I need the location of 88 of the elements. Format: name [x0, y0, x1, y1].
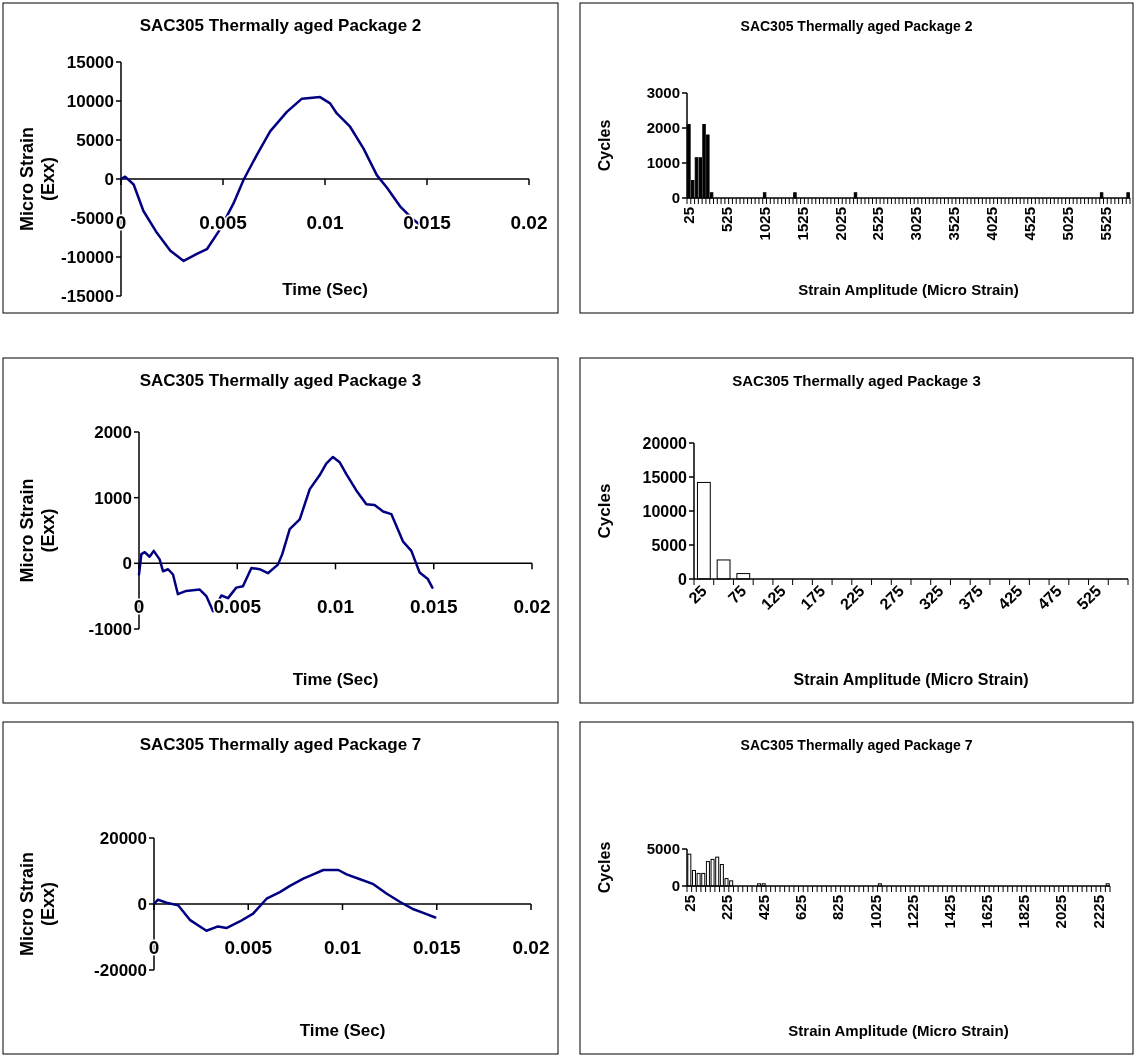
y-tick-label: 0: [104, 169, 114, 189]
y-tick-label: 15000: [642, 468, 688, 486]
y-tick-label: -15000: [61, 286, 114, 306]
y-tick-label: 2000: [646, 119, 680, 137]
x-tick-label: 425: [994, 581, 1026, 613]
x-tick-label: 1825: [1015, 895, 1033, 929]
y-tick-label: 0: [671, 877, 680, 895]
x-tick-label: 0.005: [224, 937, 273, 958]
x-tick-label: 1525: [793, 207, 811, 241]
x-tick-label: 0.015: [412, 937, 461, 958]
x-tick-label: 825: [829, 895, 847, 921]
y-tick-label: 10000: [66, 91, 114, 111]
x-tick-label: 125: [757, 581, 789, 613]
x-tick-label: 5525: [1096, 207, 1114, 241]
x-axis-title: Time (Sec): [292, 670, 379, 689]
x-tick-label: 225: [717, 895, 735, 921]
x-axis-title: Strain Amplitude (Micro Strain): [793, 671, 1029, 688]
y-axis-title: Micro Strain (Exx): [17, 126, 59, 232]
x-tick-label: 2025: [1052, 895, 1070, 929]
x-tick-label: 325: [915, 581, 947, 613]
x-tick-label: 25: [680, 207, 698, 224]
x-tick-label: 1225: [903, 895, 921, 929]
x-tick-label: 1625: [978, 895, 996, 929]
y-tick-label: 5000: [76, 130, 114, 150]
y-tick-label: 0: [671, 189, 680, 207]
y-tick-label: 0: [678, 570, 688, 588]
x-tick-label: 2525: [869, 207, 887, 241]
x-tick-label: 0.015: [409, 596, 458, 618]
chart-title: SAC305 Thermally aged Package 7: [139, 735, 422, 754]
x-tick-label: 225: [836, 581, 868, 613]
x-tick-label: 625: [792, 895, 810, 921]
x-tick-label: 1025: [755, 207, 773, 241]
x-tick-label: 75: [724, 581, 750, 607]
x-tick-label: 1425: [940, 895, 958, 929]
x-tick-label: 0.02: [513, 596, 551, 618]
x-tick-label: 25: [685, 581, 711, 607]
y-tick-label: 20000: [99, 828, 147, 848]
x-tick-label: 0.01: [324, 937, 362, 958]
y-axis-title: Cycles: [595, 841, 613, 894]
y-tick-label: -10000: [61, 247, 114, 267]
x-tick-label: 275: [876, 581, 908, 613]
chart-title: SAC305 Thermally aged Package 2: [740, 18, 973, 34]
y-axis-title: Cycles: [594, 483, 614, 539]
y-tick-label: 15000: [66, 52, 114, 72]
y-tick-label: 5000: [651, 536, 688, 554]
y-tick-label: 1000: [94, 488, 132, 508]
x-tick-label: 1025: [866, 895, 884, 929]
x-tick-label: 0.02: [512, 937, 550, 958]
x-tick-label: 375: [955, 581, 987, 613]
x-tick-label: 25: [680, 895, 698, 912]
x-axis-title: Time (Sec): [299, 1021, 386, 1040]
x-tick-label: 5025: [1058, 207, 1076, 241]
x-tick-label: 525: [1073, 581, 1105, 613]
y-tick-label: -5000: [70, 208, 114, 228]
chart-title: SAC305 Thermally aged Package 3: [139, 371, 422, 390]
x-tick-label: 4525: [1020, 207, 1038, 241]
x-tick-label: 525: [718, 207, 736, 233]
x-tick-label: 175: [797, 581, 829, 613]
chart-title: SAC305 Thermally aged Package 7: [740, 737, 973, 753]
x-tick-label: 0.01: [317, 596, 355, 618]
x-tick-label: 0.02: [510, 212, 548, 233]
y-tick-label: 3000: [646, 84, 680, 102]
y-axis-title: Micro Strain (Exx): [17, 851, 59, 957]
x-axis-title: Time (Sec): [282, 280, 368, 299]
x-axis-title: Strain Amplitude (Micro Strain): [788, 1022, 1009, 1039]
y-tick-label: 5000: [646, 840, 680, 858]
x-tick-label: 3525: [945, 207, 963, 241]
x-tick-label: 475: [1034, 581, 1066, 613]
chart-title: SAC305 Thermally aged Package 2: [139, 16, 422, 35]
y-tick-label: -20000: [94, 960, 147, 980]
y-tick-label: 10000: [642, 502, 688, 520]
line-series: [152, 868, 437, 932]
x-tick-label: 0.01: [306, 212, 344, 233]
x-tick-label: 3025: [907, 207, 925, 241]
y-tick-label: 20000: [642, 434, 688, 452]
x-tick-label: 0.005: [213, 596, 262, 618]
x-tick-label: 2225: [1089, 895, 1107, 929]
y-tick-label: -1000: [88, 619, 132, 639]
x-axis-title: Strain Amplitude (Micro Strain): [798, 281, 1019, 298]
y-tick-label: 2000: [94, 422, 132, 442]
y-axis-title: Cycles: [595, 119, 613, 172]
y-tick-label: 0: [122, 554, 132, 574]
x-tick-label: 425: [754, 895, 772, 921]
y-axis-title: Micro Strain (Exx): [17, 478, 59, 583]
x-tick-label: 4025: [983, 207, 1001, 241]
y-tick-label: 1000: [646, 154, 680, 172]
chart-title: SAC305 Thermally aged Package 3: [732, 372, 981, 389]
x-tick-label: 2025: [831, 207, 849, 241]
